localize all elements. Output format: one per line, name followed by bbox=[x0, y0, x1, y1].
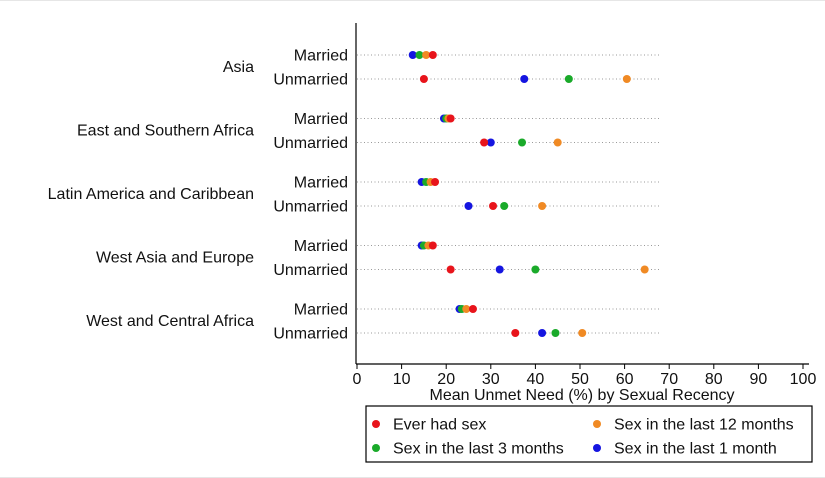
legend-label-ever: Ever had sex bbox=[393, 417, 486, 434]
data-point-m12 bbox=[622, 75, 631, 83]
data-point-ever bbox=[489, 202, 498, 210]
row-label: Married bbox=[294, 111, 348, 128]
axes bbox=[355, 23, 809, 365]
data-point-m3 bbox=[518, 138, 527, 147]
row-guides bbox=[357, 54, 660, 334]
x-tick-label: 30 bbox=[482, 371, 500, 388]
data-point-ever bbox=[480, 138, 489, 147]
data-point-ever bbox=[468, 305, 477, 313]
data-point-ever bbox=[446, 265, 455, 274]
data-point-m12 bbox=[553, 138, 562, 147]
data-point-ever bbox=[446, 114, 455, 123]
group-label: Asia bbox=[223, 59, 254, 76]
data-point-ever bbox=[428, 51, 437, 59]
group-label: Latin America and Caribbean bbox=[48, 186, 254, 203]
data-point-m1 bbox=[520, 75, 529, 83]
data-point-ever bbox=[419, 75, 428, 83]
data-point-ever bbox=[428, 241, 437, 250]
data-point-m3 bbox=[531, 265, 540, 274]
row-label: Unmarried bbox=[273, 262, 348, 279]
x-tick-label: 50 bbox=[571, 371, 589, 388]
row-label: Unmarried bbox=[273, 199, 348, 216]
data-point-m3 bbox=[564, 75, 573, 83]
group-label: East and Southern Africa bbox=[77, 123, 254, 140]
row-label: Unmarried bbox=[273, 135, 348, 152]
row-labels: Asia Married Unmarried East and Southern Af… bbox=[48, 48, 348, 343]
legend-label-m12: Sex in the last 12 months bbox=[614, 417, 794, 434]
data-point-m1 bbox=[538, 329, 547, 337]
data-point-m3 bbox=[551, 329, 560, 337]
x-tick-label: 20 bbox=[437, 371, 455, 388]
data-point-m1 bbox=[495, 265, 504, 274]
data-point-m1 bbox=[408, 51, 417, 59]
legend-label-m3: Sex in the last 3 months bbox=[393, 441, 564, 458]
data-point-m1 bbox=[486, 138, 495, 147]
row-label: Married bbox=[294, 175, 348, 192]
data-point-m12 bbox=[640, 265, 649, 274]
x-tick-label: 70 bbox=[660, 371, 678, 388]
x-tick-label: 60 bbox=[616, 371, 634, 388]
legend-box bbox=[365, 405, 813, 463]
data-point-m12 bbox=[538, 202, 547, 210]
data-points bbox=[408, 51, 649, 337]
legend-swatch-m1 bbox=[593, 444, 601, 452]
x-tick-label: 80 bbox=[705, 371, 723, 388]
data-point-m12 bbox=[578, 329, 587, 337]
x-ticks: 0 10 20 30 40 50 60 70 80 90 100 bbox=[353, 364, 817, 388]
group-label: West Asia and Europe bbox=[96, 250, 254, 267]
row-label: Married bbox=[294, 238, 348, 255]
row-label: Unmarried bbox=[273, 326, 348, 343]
legend-swatch-m3 bbox=[372, 444, 380, 452]
x-tick-label: 100 bbox=[790, 371, 817, 388]
x-tick-label: 40 bbox=[527, 371, 545, 388]
data-point-ever bbox=[511, 329, 520, 337]
legend: Ever had sex Sex in the last 12 months Sex… bbox=[365, 405, 813, 463]
data-point-m12 bbox=[422, 51, 431, 59]
x-tick-label: 0 bbox=[353, 371, 362, 388]
data-point-m3 bbox=[415, 51, 424, 59]
legend-swatch-ever bbox=[372, 420, 380, 428]
x-tick-label: 90 bbox=[750, 371, 768, 388]
row-label: Married bbox=[294, 48, 348, 65]
group-label: West and Central Africa bbox=[86, 313, 254, 330]
x-tick-label: 10 bbox=[393, 371, 411, 388]
legend-swatch-m12 bbox=[593, 420, 601, 428]
x-axis-title: Mean Unmet Need (%) by Sexual Recency bbox=[429, 387, 734, 404]
legend-label-m1: Sex in the last 1 month bbox=[614, 441, 777, 458]
row-label: Married bbox=[294, 302, 348, 319]
data-point-m3 bbox=[500, 202, 509, 210]
data-point-ever bbox=[431, 178, 440, 186]
row-label: Unmarried bbox=[273, 72, 348, 89]
data-point-m1 bbox=[464, 202, 473, 210]
data-point-m12 bbox=[462, 305, 471, 313]
